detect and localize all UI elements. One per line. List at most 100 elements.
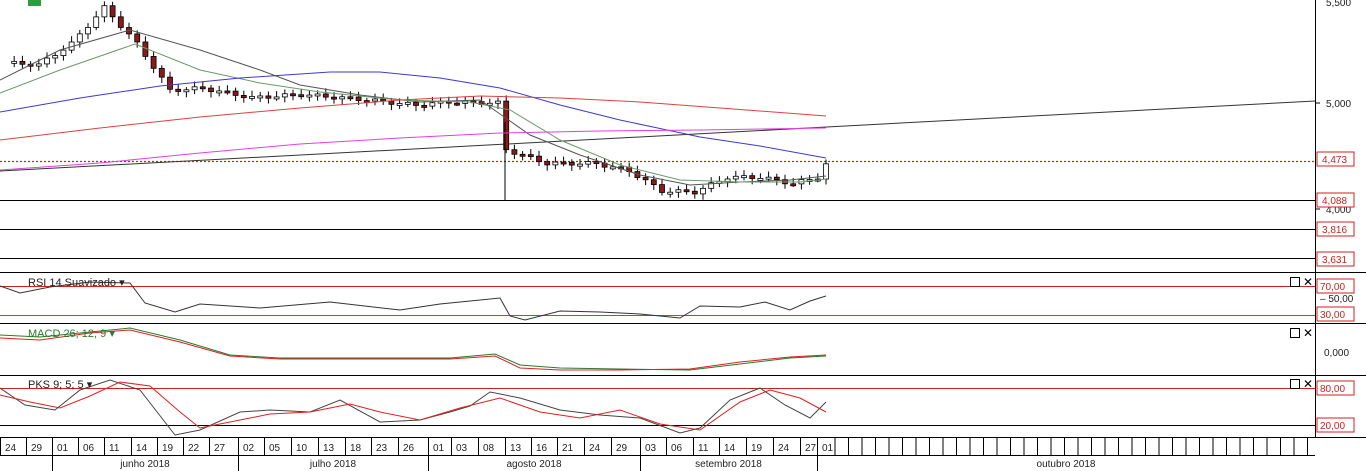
candle-down (150, 56, 157, 69)
candle-up (216, 90, 223, 94)
candle-down (290, 93, 296, 97)
candle-up (741, 175, 747, 179)
candle-up (495, 100, 501, 104)
candle-up (101, 5, 108, 18)
x-tick-label: 02 (243, 443, 255, 454)
pks-level-label: 80,00 (1320, 384, 1345, 395)
candle-down (224, 90, 231, 94)
candle-down (331, 96, 337, 100)
dropdown-arrow-icon[interactable]: ▾ (116, 277, 125, 289)
candle-down (511, 149, 518, 155)
candle-up (314, 93, 321, 97)
pks-close-button[interactable]: ✕ (1303, 377, 1314, 391)
dropdown-arrow-icon[interactable]: ▾ (83, 379, 93, 391)
candle-down (773, 176, 780, 180)
sma-red-line (0, 95, 827, 141)
pks-level-label: 20,00 (1320, 421, 1345, 432)
sma-magenta-line (0, 127, 827, 171)
candle-up (396, 103, 403, 106)
candle-up (273, 96, 280, 100)
rsi-label-text: RSI 14 Suavizado (28, 277, 117, 289)
pks-label-text: PKS 9; 5; 5 (28, 379, 84, 391)
candle-up (486, 102, 493, 106)
candle-up (191, 86, 198, 91)
candle-down (167, 76, 173, 90)
x-axis-area (0, 438, 1315, 471)
month-label: junho 2018 (119, 459, 170, 470)
x-tick-label: 14 (136, 443, 148, 454)
rsi-level-label: 70,00 (1320, 282, 1345, 293)
month-label: agosto 2018 (506, 459, 561, 470)
candle-up (60, 49, 67, 56)
candle-down (503, 100, 510, 151)
pks-maximize-button[interactable] (1290, 379, 1300, 391)
candle-down (568, 161, 575, 166)
pks-level-box (1316, 417, 1355, 433)
x-tick-label: 01 (822, 443, 834, 454)
candle-down (158, 67, 165, 78)
macd-close-button[interactable]: ✕ (1303, 326, 1314, 340)
maximize-icon (1290, 379, 1300, 389)
candle-up (675, 189, 682, 193)
candle-up (757, 177, 764, 181)
candle-down (109, 5, 116, 18)
rsi-maximize-button[interactable] (1290, 277, 1300, 289)
x-tick-label: 27 (214, 443, 226, 454)
x-tick-label: 16 (536, 443, 548, 454)
macd-pane-label[interactable]: MACD 26; 12; 9 ▾ (28, 328, 115, 340)
candle-down (536, 155, 542, 163)
price-level-label: 3,816 (1322, 225, 1347, 236)
x-tick-label: 06 (83, 443, 95, 454)
candle-up (52, 55, 59, 59)
candle-up (823, 163, 829, 180)
candle-up (35, 63, 42, 67)
candle-up (257, 95, 264, 99)
macd-label-text: MACD 26; 12; 9 (28, 328, 107, 340)
candle-up (249, 96, 255, 99)
rsi-line (0, 281, 827, 321)
pks-d-line (0, 381, 827, 431)
candle-down (544, 161, 551, 166)
x-tick-label: 05 (269, 443, 281, 454)
candle-down (175, 88, 182, 92)
x-tick-label: 27 (805, 443, 817, 454)
candle-down (527, 154, 534, 158)
price-tick-label: 5,000 (1326, 99, 1351, 110)
candle-down (454, 102, 460, 106)
rsi-close-button[interactable]: ✕ (1303, 275, 1314, 289)
x-tick-label: 24 (589, 443, 601, 454)
pks-level-box (1316, 380, 1355, 396)
macd-maximize-button[interactable] (1290, 328, 1300, 340)
candle-up (11, 60, 18, 64)
candle-up (281, 93, 288, 98)
month-label: outubro 2018 (1037, 459, 1096, 470)
x-tick-label: 26 (403, 443, 415, 454)
candle-up (609, 166, 616, 170)
candle-up (585, 161, 592, 165)
dropdown-arrow-icon[interactable]: ▾ (106, 328, 115, 340)
candle-down (347, 96, 354, 100)
candle-up (552, 161, 559, 166)
pks-pane-label[interactable]: PKS 9; 5; 5 ▾ (28, 379, 92, 391)
maximize-icon (1290, 277, 1300, 287)
candle-up (339, 96, 346, 100)
x-tick-label: 06 (671, 443, 683, 454)
x-tick-label: 01 (57, 443, 69, 454)
candle-down (560, 161, 567, 165)
price-level-label: 3,631 (1322, 255, 1347, 266)
candle-up (429, 102, 436, 107)
x-tick-label: 29 (31, 443, 43, 454)
rsi-pane-label[interactable]: RSI 14 Suavizado ▾ (28, 277, 125, 289)
rsi-level-box (1316, 306, 1355, 322)
current-price-label: 4,473 (1322, 155, 1347, 166)
x-tick-label: 24 (778, 443, 790, 454)
x-tick-label: 03 (645, 443, 657, 454)
candle-up (306, 94, 313, 98)
x-tick-label: 29 (616, 443, 628, 454)
candle-down (117, 16, 124, 28)
candle-down (232, 90, 239, 96)
x-tick-label: 18 (350, 443, 362, 454)
candle-up (85, 27, 91, 35)
candle-down (134, 33, 141, 43)
